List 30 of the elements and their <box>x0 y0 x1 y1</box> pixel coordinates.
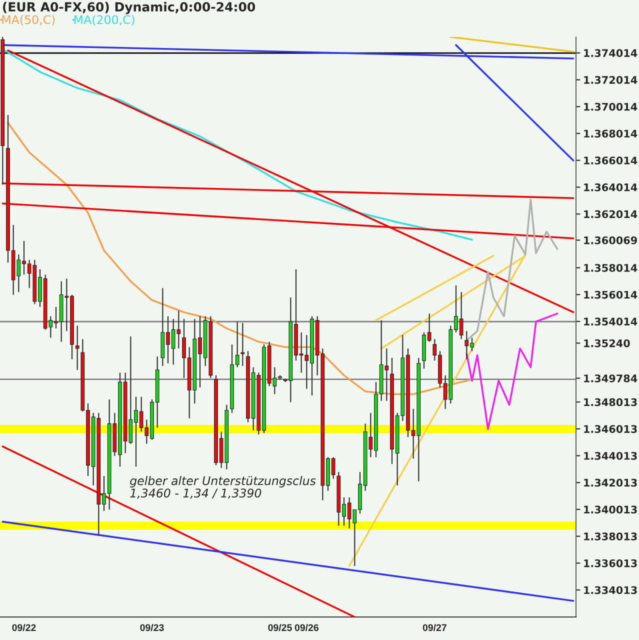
y-tick-label: 1.344013 <box>584 452 637 460</box>
y-tick-label: 1.35240 <box>584 339 630 348</box>
y-tick-label: 1.374014 <box>584 49 638 58</box>
y-tick-label: 1.366014 <box>584 156 638 164</box>
y-tick-label: 1.356014 <box>584 290 638 299</box>
y-tick-label: 1.334013 <box>584 586 637 594</box>
y-tick-label: 1.364014 <box>584 183 638 192</box>
y-tick-label: 1.336013 <box>584 559 637 568</box>
y-tick-label: 1.340013 <box>584 506 637 514</box>
x-tick-label: 09/22 <box>12 624 36 632</box>
x-tick-label: 09/25 <box>268 624 292 632</box>
legend-label: MA(200,C) <box>74 14 134 26</box>
y-tick-label: 1.368014 <box>584 130 638 138</box>
y-tick-label: 1.360069 <box>584 236 637 244</box>
y-tick-label: 1.370014 <box>584 102 638 111</box>
y-tick-label: 1.358014 <box>584 264 638 272</box>
y-tick-label: 1.349784 <box>584 374 638 382</box>
annotation: gelber alter Unterstützungsclus 1,3460 - 1,34 / 1,3390 <box>130 476 316 499</box>
y-tick-label: 1.338013 <box>584 532 637 540</box>
x-tick-label: 09/23 <box>140 624 164 632</box>
y-tick-label: 1.348013 <box>584 398 637 406</box>
y-tick-label: 1.362014 <box>584 210 638 218</box>
y-tick-label: 1.354014 <box>584 318 638 326</box>
y-tick-label: 1.346013 <box>584 425 637 433</box>
x-tick-label: 09/26 <box>294 624 318 632</box>
y-tick-label: 1.372014 <box>584 76 638 84</box>
chart-title: (EUR A0-FX,60) Dynamic,0:00-24:00 <box>2 2 256 14</box>
y-tick-label: 1.342013 <box>584 478 637 487</box>
x-tick-label: 09/27 <box>422 624 446 632</box>
legend-label: MA(50,C) <box>2 14 55 26</box>
